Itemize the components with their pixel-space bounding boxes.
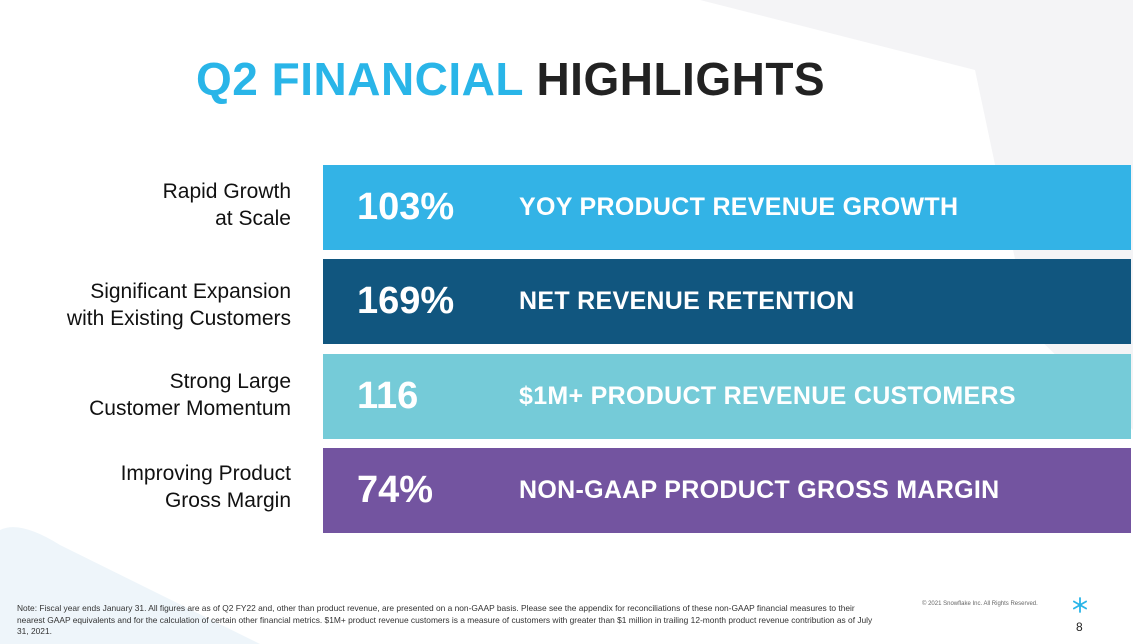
title-highlight: Q2 FINANCIAL bbox=[196, 53, 524, 105]
row-label-line: Gross Margin bbox=[164, 489, 291, 512]
row-label-line: with Existing Customers bbox=[66, 307, 291, 330]
metric-description: NET REVENUE RETENTION bbox=[519, 287, 855, 315]
metric-value: 116 bbox=[357, 375, 419, 417]
snowflake-icon bbox=[1072, 597, 1088, 613]
metric-description: $1M+ PRODUCT REVENUE CUSTOMERS bbox=[519, 382, 1016, 410]
metric-value: 103% bbox=[357, 186, 455, 228]
metric-value: 169% bbox=[357, 280, 455, 322]
row-label-line: Significant Expansion bbox=[90, 280, 291, 303]
page-number: 8 bbox=[1076, 620, 1083, 634]
row-label-gross-margin: Improving Product Gross Margin bbox=[0, 460, 291, 514]
row-label-line: Strong Large bbox=[169, 370, 291, 393]
footnote: Note: Fiscal year ends January 31. All f… bbox=[17, 603, 873, 636]
row-label-large-customer: Strong Large Customer Momentum bbox=[0, 368, 291, 422]
metric-description: YOY PRODUCT REVENUE GROWTH bbox=[519, 193, 959, 221]
title-rest: HIGHLIGHTS bbox=[536, 53, 826, 105]
metric-bar-1m-customers: 116 $1M+ PRODUCT REVENUE CUSTOMERS bbox=[323, 354, 1131, 439]
metric-description: NON-GAAP PRODUCT GROSS MARGIN bbox=[519, 476, 1000, 504]
metric-value: 74% bbox=[357, 469, 434, 511]
page-title: Q2 FINANCIAL HIGHLIGHTS bbox=[196, 52, 825, 106]
row-label-expansion: Significant Expansion with Existing Cust… bbox=[0, 278, 291, 332]
row-label-line: Improving Product bbox=[120, 462, 291, 485]
metric-bar-gross-margin: 74% NON-GAAP PRODUCT GROSS MARGIN bbox=[323, 448, 1131, 533]
row-label-rapid-growth: Rapid Growth at Scale bbox=[0, 178, 291, 232]
copyright: © 2021 Snowflake Inc. All Rights Reserve… bbox=[922, 601, 1038, 607]
row-label-line: Customer Momentum bbox=[89, 397, 291, 420]
metric-bar-revenue-growth: 103% YOY PRODUCT REVENUE GROWTH bbox=[323, 165, 1131, 250]
row-label-line: at Scale bbox=[215, 207, 291, 230]
row-label-line: Rapid Growth bbox=[162, 180, 291, 203]
metric-bar-net-revenue-retention: 169% NET REVENUE RETENTION bbox=[323, 259, 1131, 344]
